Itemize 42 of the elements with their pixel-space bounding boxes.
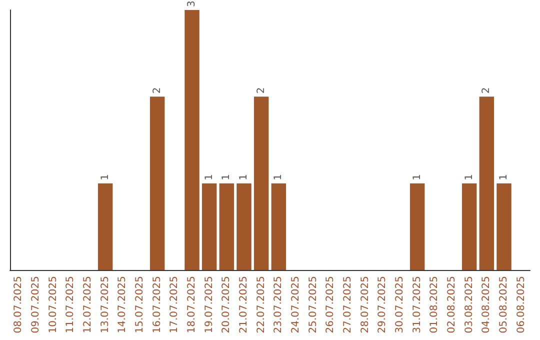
data-label: 1 [412, 174, 423, 180]
x-tick-label: 13.07.2025 [100, 276, 111, 334]
data-label: 3 [186, 0, 198, 7]
x-tick-label: 11.07.2025 [65, 276, 76, 334]
x-tick-label: 14.07.2025 [117, 276, 128, 334]
x-tick-label: 04.08.2025 [481, 276, 492, 334]
x-tick-label: 06.08.2025 [516, 276, 527, 334]
x-tick-label: 28.07.2025 [360, 276, 371, 334]
x-tick-label: 26.07.2025 [325, 276, 336, 334]
x-tick-label: 20.07.2025 [221, 276, 232, 334]
x-tick-label: 18.07.2025 [186, 276, 198, 334]
data-label: 2 [152, 87, 163, 94]
data-label: 1 [464, 174, 475, 180]
x-tick-label: 02.08.2025 [446, 276, 458, 334]
data-label: 1 [238, 174, 250, 180]
x-tick-label: 19.07.2025 [204, 276, 215, 334]
data-label: 1 [204, 174, 215, 180]
x-tick-label: 08.07.2025 [13, 276, 24, 334]
x-tick-label: 05.08.2025 [498, 276, 510, 334]
x-tick-label: 31.07.2025 [412, 276, 423, 334]
x-tick-label: 25.07.2025 [308, 276, 319, 334]
x-tick-label: 10.07.2025 [48, 276, 59, 334]
x-tick-label: 17.07.2025 [169, 276, 180, 334]
data-label: 2 [256, 87, 267, 94]
x-tick-label: 22.07.2025 [256, 276, 267, 334]
x-tick-label: 03.08.2025 [464, 276, 475, 334]
x-tick-label: 24.07.2025 [290, 276, 302, 334]
x-tick-label: 23.07.2025 [273, 276, 284, 334]
data-label: 1 [273, 174, 284, 180]
x-tick-label: 21.07.2025 [238, 276, 250, 334]
data-label: 1 [221, 174, 232, 180]
x-tick-label: 12.07.2025 [82, 276, 94, 334]
data-label: 2 [481, 87, 492, 94]
x-tick-label: 09.07.2025 [30, 276, 42, 334]
x-tick-label: 27.07.2025 [342, 276, 354, 334]
data-label: 1 [100, 174, 111, 180]
x-tick-label: 30.07.2025 [394, 276, 406, 334]
x-tick-label: 15.07.2025 [134, 276, 146, 334]
x-tick-label: 29.07.2025 [377, 276, 388, 334]
x-tick-label: 16.07.2025 [152, 276, 163, 334]
x-tick-label: 01.08.2025 [429, 276, 440, 334]
data-label: 1 [498, 174, 510, 180]
